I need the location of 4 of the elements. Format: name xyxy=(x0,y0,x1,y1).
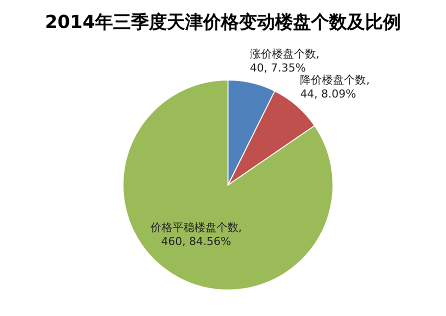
data-label: 价格平稳楼盘个数, 460, 84.56% xyxy=(149,221,242,248)
data-label: 降价楼盘个数, 44, 8.09% xyxy=(300,73,370,100)
data-label: 涨价楼盘个数, 40, 7.35% xyxy=(250,48,320,75)
chart-title: 2014年三季度天津价格变动楼盘个数及比例 xyxy=(44,11,402,35)
